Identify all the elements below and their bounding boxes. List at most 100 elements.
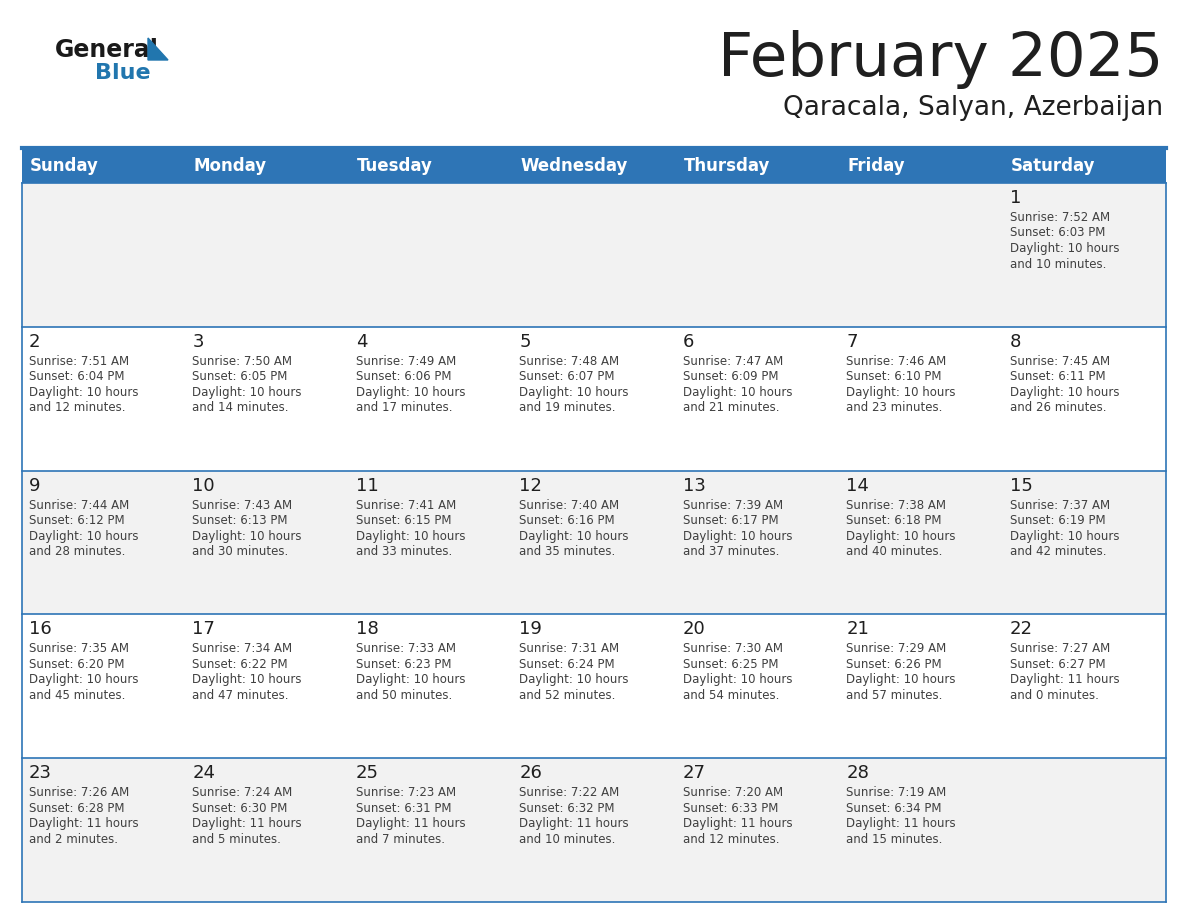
Text: Sunrise: 7:26 AM: Sunrise: 7:26 AM — [29, 786, 129, 800]
Text: and 12 minutes.: and 12 minutes. — [29, 401, 126, 414]
Text: Daylight: 10 hours: Daylight: 10 hours — [192, 530, 302, 543]
Bar — [839, 758, 1003, 902]
Text: 8: 8 — [1010, 333, 1020, 351]
Text: Sunset: 6:12 PM: Sunset: 6:12 PM — [29, 514, 125, 527]
Text: Sunset: 6:32 PM: Sunset: 6:32 PM — [519, 801, 614, 814]
Text: 4: 4 — [356, 333, 367, 351]
Text: and 23 minutes.: and 23 minutes. — [846, 401, 942, 414]
Bar — [676, 183, 839, 327]
Text: Sunrise: 7:39 AM: Sunrise: 7:39 AM — [683, 498, 783, 511]
Bar — [23, 614, 185, 758]
Text: Daylight: 10 hours: Daylight: 10 hours — [1010, 530, 1119, 543]
Text: 27: 27 — [683, 764, 706, 782]
Text: Daylight: 10 hours: Daylight: 10 hours — [683, 386, 792, 398]
Text: 14: 14 — [846, 476, 868, 495]
Text: Sunset: 6:03 PM: Sunset: 6:03 PM — [1010, 227, 1105, 240]
Text: Sunrise: 7:44 AM: Sunrise: 7:44 AM — [29, 498, 129, 511]
Text: Daylight: 11 hours: Daylight: 11 hours — [519, 817, 628, 830]
Text: Monday: Monday — [194, 157, 266, 175]
Text: Qaracala, Salyan, Azerbaijan: Qaracala, Salyan, Azerbaijan — [783, 95, 1163, 121]
Text: Daylight: 10 hours: Daylight: 10 hours — [1010, 242, 1119, 255]
Text: and 7 minutes.: and 7 minutes. — [356, 833, 444, 845]
Text: Sunset: 6:09 PM: Sunset: 6:09 PM — [683, 370, 778, 384]
Text: Sunrise: 7:35 AM: Sunrise: 7:35 AM — [29, 643, 129, 655]
Text: Sunrise: 7:27 AM: Sunrise: 7:27 AM — [1010, 643, 1110, 655]
Text: and 57 minutes.: and 57 minutes. — [846, 688, 942, 702]
Text: and 17 minutes.: and 17 minutes. — [356, 401, 453, 414]
Text: 26: 26 — [519, 764, 542, 782]
Text: Sunrise: 7:43 AM: Sunrise: 7:43 AM — [192, 498, 292, 511]
Text: 24: 24 — [192, 764, 215, 782]
Text: Sunrise: 7:31 AM: Sunrise: 7:31 AM — [519, 643, 619, 655]
Bar — [185, 183, 349, 327]
Text: 3: 3 — [192, 333, 204, 351]
Bar — [676, 471, 839, 614]
Text: and 54 minutes.: and 54 minutes. — [683, 688, 779, 702]
Text: February 2025: February 2025 — [718, 30, 1163, 89]
Bar — [185, 758, 349, 902]
Bar — [349, 758, 512, 902]
Text: 7: 7 — [846, 333, 858, 351]
Text: and 5 minutes.: and 5 minutes. — [192, 833, 282, 845]
Text: 22: 22 — [1010, 621, 1032, 638]
Text: 18: 18 — [356, 621, 379, 638]
Text: and 28 minutes.: and 28 minutes. — [29, 545, 126, 558]
Bar — [676, 614, 839, 758]
Bar — [676, 758, 839, 902]
Text: Sunrise: 7:22 AM: Sunrise: 7:22 AM — [519, 786, 619, 800]
Bar — [349, 471, 512, 614]
Text: Daylight: 10 hours: Daylight: 10 hours — [519, 530, 628, 543]
Text: Sunrise: 7:50 AM: Sunrise: 7:50 AM — [192, 354, 292, 368]
Text: and 40 minutes.: and 40 minutes. — [846, 545, 942, 558]
Text: 28: 28 — [846, 764, 868, 782]
Text: Sunset: 6:18 PM: Sunset: 6:18 PM — [846, 514, 942, 527]
Text: Sunrise: 7:52 AM: Sunrise: 7:52 AM — [1010, 211, 1110, 224]
Text: Sunset: 6:15 PM: Sunset: 6:15 PM — [356, 514, 451, 527]
Text: Daylight: 10 hours: Daylight: 10 hours — [846, 530, 955, 543]
Text: Daylight: 10 hours: Daylight: 10 hours — [356, 530, 466, 543]
Text: Sunrise: 7:33 AM: Sunrise: 7:33 AM — [356, 643, 456, 655]
Text: 1: 1 — [1010, 189, 1020, 207]
Text: and 30 minutes.: and 30 minutes. — [192, 545, 289, 558]
Text: Daylight: 10 hours: Daylight: 10 hours — [29, 386, 139, 398]
Text: Sunset: 6:31 PM: Sunset: 6:31 PM — [356, 801, 451, 814]
Text: Sunset: 6:28 PM: Sunset: 6:28 PM — [29, 801, 125, 814]
Bar — [839, 327, 1003, 471]
Text: Sunrise: 7:41 AM: Sunrise: 7:41 AM — [356, 498, 456, 511]
Text: Daylight: 10 hours: Daylight: 10 hours — [519, 386, 628, 398]
Text: 5: 5 — [519, 333, 531, 351]
Bar — [512, 471, 676, 614]
Bar — [349, 183, 512, 327]
Text: and 2 minutes.: and 2 minutes. — [29, 833, 118, 845]
Text: Sunset: 6:20 PM: Sunset: 6:20 PM — [29, 658, 125, 671]
Text: and 52 minutes.: and 52 minutes. — [519, 688, 615, 702]
Text: Sunrise: 7:23 AM: Sunrise: 7:23 AM — [356, 786, 456, 800]
Text: Sunrise: 7:34 AM: Sunrise: 7:34 AM — [192, 643, 292, 655]
Text: Daylight: 10 hours: Daylight: 10 hours — [519, 674, 628, 687]
Text: 19: 19 — [519, 621, 542, 638]
Bar — [23, 327, 185, 471]
Text: and 0 minutes.: and 0 minutes. — [1010, 688, 1099, 702]
Text: 11: 11 — [356, 476, 379, 495]
Text: Daylight: 11 hours: Daylight: 11 hours — [356, 817, 466, 830]
Text: Sunrise: 7:20 AM: Sunrise: 7:20 AM — [683, 786, 783, 800]
Bar — [512, 327, 676, 471]
Text: Sunset: 6:34 PM: Sunset: 6:34 PM — [846, 801, 942, 814]
Text: Sunset: 6:05 PM: Sunset: 6:05 PM — [192, 370, 287, 384]
Text: Thursday: Thursday — [684, 157, 770, 175]
Text: Sunrise: 7:38 AM: Sunrise: 7:38 AM — [846, 498, 946, 511]
Bar — [185, 614, 349, 758]
Text: Sunset: 6:13 PM: Sunset: 6:13 PM — [192, 514, 287, 527]
Text: Sunset: 6:11 PM: Sunset: 6:11 PM — [1010, 370, 1105, 384]
Text: Sunrise: 7:37 AM: Sunrise: 7:37 AM — [1010, 498, 1110, 511]
Text: and 12 minutes.: and 12 minutes. — [683, 833, 779, 845]
Text: 10: 10 — [192, 476, 215, 495]
Text: Daylight: 10 hours: Daylight: 10 hours — [356, 674, 466, 687]
Text: and 26 minutes.: and 26 minutes. — [1010, 401, 1106, 414]
Bar — [1003, 327, 1165, 471]
Text: Sunrise: 7:46 AM: Sunrise: 7:46 AM — [846, 354, 947, 368]
Text: Sunset: 6:33 PM: Sunset: 6:33 PM — [683, 801, 778, 814]
Bar — [23, 758, 185, 902]
Text: Tuesday: Tuesday — [356, 157, 432, 175]
Text: Daylight: 11 hours: Daylight: 11 hours — [846, 817, 956, 830]
